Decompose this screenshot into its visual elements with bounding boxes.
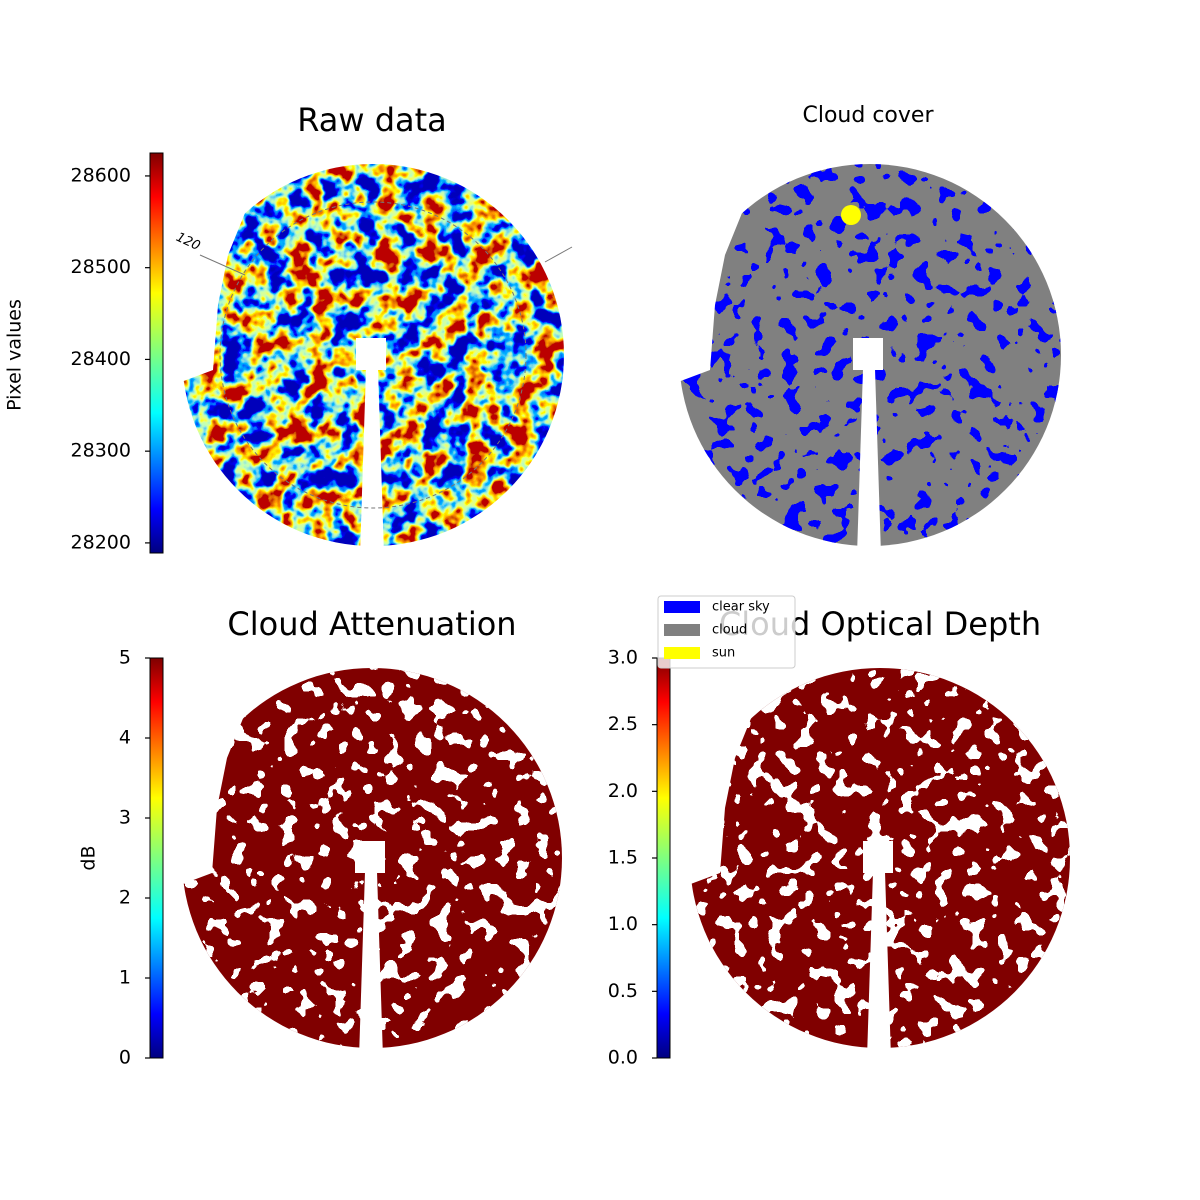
shadowband-head bbox=[853, 338, 883, 370]
shadowband-arm bbox=[359, 872, 383, 1058]
polar-grid bbox=[544, 246, 573, 263]
legend-swatch bbox=[664, 624, 700, 636]
shadowband-head bbox=[355, 841, 385, 873]
colorbar-tick-label: 28400 bbox=[71, 348, 131, 370]
colorbar-tick-label: 0.5 bbox=[608, 980, 638, 1002]
shadowband-arm bbox=[857, 369, 881, 555]
colorbar-tick-label: 4 bbox=[119, 727, 131, 749]
colorbar-tick-label: 28600 bbox=[71, 164, 131, 186]
colorbar-label: Pixel values bbox=[4, 299, 26, 411]
shadowband-head bbox=[863, 841, 893, 873]
colorbar-tick-label: 2.0 bbox=[608, 780, 638, 802]
sky-image bbox=[620, 598, 1070, 1058]
colorbar bbox=[149, 657, 164, 1059]
polar-grid bbox=[219, 201, 527, 509]
sky-image bbox=[610, 95, 1061, 555]
colorbar-tick-label: 1.5 bbox=[608, 847, 638, 869]
colorbar-tick-label: 5 bbox=[119, 647, 131, 669]
legend-label: sun bbox=[712, 646, 735, 661]
horizon-cutout bbox=[112, 598, 244, 888]
legend-label: clear sky bbox=[712, 600, 770, 615]
colorbar bbox=[656, 657, 671, 1059]
horizon-cutout bbox=[620, 598, 752, 888]
sky-image bbox=[112, 598, 562, 1058]
colorbar-label: dB bbox=[78, 845, 100, 870]
panel-title: Cloud Attenuation bbox=[227, 605, 516, 643]
colorbar-tick-label: 3.0 bbox=[608, 647, 638, 669]
horizon-cutout bbox=[610, 95, 742, 385]
colorbar-tick-label: 0.0 bbox=[608, 1047, 638, 1069]
legend-label: cloud bbox=[712, 623, 747, 638]
shadowband-head bbox=[356, 338, 386, 370]
shadowband-arm bbox=[360, 369, 384, 555]
colorbar-tick-label: 28200 bbox=[71, 531, 131, 553]
horizon-cutout bbox=[113, 95, 245, 385]
panel-title: Cloud cover bbox=[803, 103, 935, 128]
panel-title: Raw data bbox=[297, 101, 447, 139]
colorbar-tick-label: 28300 bbox=[71, 440, 131, 462]
colorbar-tick-label: 28500 bbox=[71, 256, 131, 278]
colorbar-tick-label: 0 bbox=[119, 1047, 131, 1069]
sky-image bbox=[113, 95, 564, 555]
sun bbox=[841, 205, 861, 225]
legend-swatch bbox=[664, 601, 700, 613]
colorbar-tick-label: 1.0 bbox=[608, 913, 638, 935]
sky-disc bbox=[182, 668, 562, 1048]
colorbar-tick-label: 2.5 bbox=[608, 713, 638, 735]
colorbar-tick-label: 1 bbox=[119, 967, 131, 989]
colorbar-tick-label: 2 bbox=[119, 887, 131, 909]
shadowband-arm bbox=[867, 872, 891, 1058]
colorbar bbox=[149, 152, 164, 554]
polar-grid bbox=[199, 254, 246, 276]
colorbar-tick-label: 3 bbox=[119, 807, 131, 829]
legend-swatch bbox=[664, 647, 700, 659]
